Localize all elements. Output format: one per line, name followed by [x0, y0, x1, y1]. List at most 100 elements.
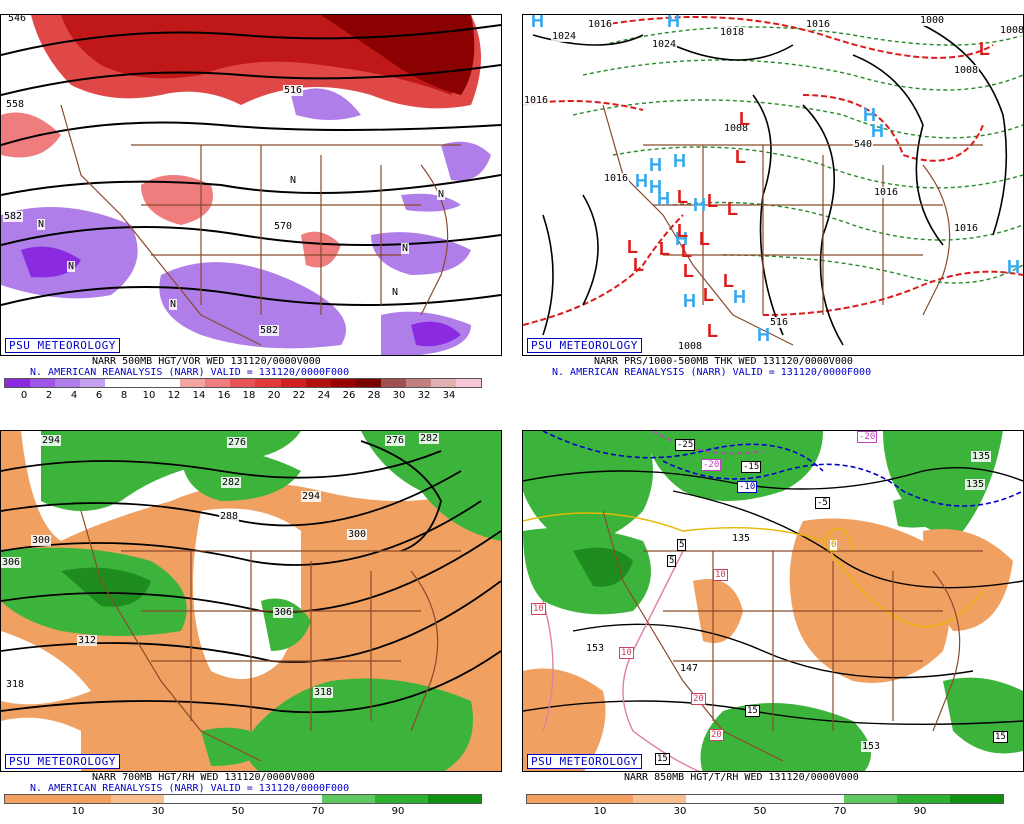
scale-label: 90 [913, 806, 927, 817]
high-pressure-marker: H [667, 14, 680, 31]
height-label: 153 [861, 741, 882, 752]
height-label: 306 [1, 557, 22, 568]
color-swatch [5, 379, 31, 387]
color-swatch [405, 379, 431, 387]
color-scale-vorticity [4, 378, 482, 388]
low-pressure-marker: L [699, 229, 710, 249]
caption-product: NARR 500MB HGT/VOR WED 131120/0000V000 [92, 356, 321, 367]
low-pressure-marker: L [683, 261, 694, 281]
height-label: 135 [965, 479, 986, 490]
height-label: 300 [347, 529, 368, 540]
scale-label: 30 [673, 806, 687, 817]
high-pressure-marker: H [657, 189, 670, 209]
color-swatch [380, 379, 406, 387]
vort-min-label: N [169, 299, 178, 310]
temperature-label: -10 [737, 481, 758, 493]
high-pressure-marker: H [683, 291, 696, 311]
scale-label: 18 [242, 390, 256, 401]
temperature-label: 15 [745, 705, 760, 717]
height-label: 318 [313, 687, 334, 698]
vort-min-label: N [391, 287, 400, 298]
high-pressure-marker: H [635, 171, 648, 191]
isobar-label: 1008 [723, 123, 750, 134]
color-swatch [455, 379, 481, 387]
isobar-label: 1000 [919, 15, 946, 26]
height-label: 306 [273, 607, 294, 618]
temperature-label: 15 [655, 753, 670, 765]
map-graphic [523, 431, 1023, 771]
low-pressure-marker: L [677, 187, 688, 207]
temperature-label: -20 [857, 431, 878, 443]
map-500mb: 546 558 582 516 570 N N N N N N N 582 PS… [0, 14, 502, 356]
temperature-label: -5 [815, 497, 830, 509]
color-swatch [5, 795, 58, 803]
color-swatch [375, 795, 429, 803]
color-swatch [330, 379, 356, 387]
color-swatch [55, 379, 81, 387]
isobar-label: 1018 [719, 27, 746, 38]
color-swatch [110, 795, 164, 803]
height-label: 294 [41, 435, 62, 446]
color-swatch [105, 379, 131, 387]
caption-valid: N. AMERICAN REANALYSIS (NARR) VALID = 13… [30, 783, 350, 794]
temperature-label: -20 [701, 459, 722, 471]
height-label: 276 [385, 435, 406, 446]
height-label: 300 [31, 535, 52, 546]
temperature-label: 10 [531, 603, 546, 615]
color-swatch [163, 795, 217, 803]
map-850mb: -25 -20 -20 -15 -10 -5 135 135 5 5 0 153… [522, 430, 1024, 772]
high-pressure-marker: H [531, 14, 544, 31]
isobar-label: 1016 [805, 19, 832, 30]
color-swatch [230, 379, 256, 387]
psu-meteorology-badge: PSU METEOROLOGY [527, 754, 642, 769]
color-scale-labels: 10 30 50 70 90 [4, 806, 482, 820]
low-pressure-marker: L [633, 255, 644, 275]
panel-pressure-thickness: 1024 1016 1024 1018 1016 1000 1008 1008 … [522, 0, 1024, 408]
scale-label: 0 [20, 390, 28, 401]
color-swatch [280, 379, 306, 387]
vort-min-label: N [37, 219, 46, 230]
isobar-label: 1008 [677, 341, 704, 352]
low-pressure-marker: L [735, 147, 746, 167]
color-swatch [430, 379, 456, 387]
temperature-label: 10 [619, 647, 634, 659]
color-swatch [579, 795, 633, 803]
scale-label: 26 [342, 390, 356, 401]
height-label: 147 [679, 663, 700, 674]
scale-label: 70 [833, 806, 847, 817]
isobar-label: 1024 [551, 31, 578, 42]
scale-label: 34 [442, 390, 456, 401]
color-swatch [216, 795, 270, 803]
vort-min-label: N [401, 243, 410, 254]
scale-label: 14 [192, 390, 206, 401]
caption-product: NARR PRS/1000-500MB THK WED 131120/0000V… [594, 356, 853, 367]
scale-label: 12 [167, 390, 181, 401]
height-label: 276 [227, 437, 248, 448]
color-swatch [130, 379, 156, 387]
high-pressure-marker: H [675, 229, 688, 249]
color-swatch [322, 795, 376, 803]
color-swatch [844, 795, 898, 803]
temperature-label: 5 [667, 555, 677, 567]
height-label: 282 [221, 477, 242, 488]
scale-label: 32 [417, 390, 431, 401]
scale-label: 8 [120, 390, 128, 401]
low-pressure-marker: L [681, 241, 692, 261]
map-graphic [523, 16, 1023, 346]
isobar-label: 1016 [873, 187, 900, 198]
contour-label: 546 [7, 14, 28, 24]
temperature-label: 20 [691, 693, 706, 705]
temperature-label: -25 [675, 439, 696, 451]
color-swatch [527, 795, 580, 803]
caption-valid: N. AMERICAN REANALYSIS (NARR) VALID = 13… [30, 367, 350, 378]
scale-label: 10 [593, 806, 607, 817]
color-scale-labels: 10 30 50 70 90 [526, 806, 1004, 820]
scale-label: 50 [753, 806, 767, 817]
caption-valid: N. AMERICAN REANALYSIS (NARR) VALID = 13… [552, 367, 872, 378]
temperature-label: -15 [741, 461, 762, 473]
scale-label: 90 [391, 806, 405, 817]
map-graphic [1, 431, 501, 771]
color-swatch [305, 379, 331, 387]
color-swatch [685, 795, 739, 803]
height-label: 312 [77, 635, 98, 646]
